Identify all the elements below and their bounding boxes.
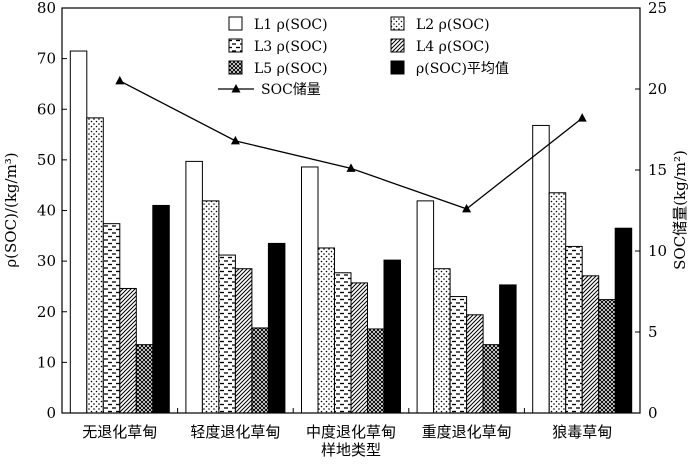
bar-2-3 [317, 247, 335, 414]
y-right-tick-label-5: 25 [648, 0, 667, 17]
y-right-tick-label-2: 10 [648, 242, 667, 260]
legend-swatch-1 [228, 16, 243, 31]
y-axis-title-left: ρ(SOC)/(kg/m³) [2, 152, 20, 267]
bar-5-2 [251, 327, 269, 414]
y-right-tick-label-0: 0 [648, 404, 658, 422]
x-axis-title: 样地类型 [321, 441, 381, 459]
category-label-2: 轻度退化草甸 [190, 423, 280, 441]
legend-label-2: L2 ρ(SOC) [416, 17, 490, 33]
y-right-tick-label-3: 15 [648, 161, 667, 179]
category-label-4: 重度退化草甸 [422, 423, 512, 441]
bar-1-2 [185, 160, 203, 414]
bar-1-4 [416, 200, 435, 414]
storage-marker-5 [577, 113, 587, 122]
bar-3-5 [565, 245, 583, 414]
y-left-tick-label-3: 30 [37, 252, 56, 270]
category-label-3: 中度退化草甸 [306, 423, 396, 441]
storage-marker-2 [230, 135, 240, 145]
storage-marker-3 [346, 163, 356, 172]
bar-4-5 [581, 275, 600, 414]
bar-6-3 [383, 259, 401, 414]
bar-4-2 [234, 268, 253, 414]
legend-swatch-4 [390, 38, 405, 53]
bar-1-1 [69, 50, 88, 414]
storage-marker-1 [115, 75, 125, 85]
legend-label-line: SOC储量 [261, 82, 321, 98]
bar-2-1 [86, 117, 104, 414]
bar-5-5 [598, 299, 616, 414]
bar-6-5 [614, 227, 633, 414]
legend-swatch-2 [390, 16, 405, 31]
bar-6-1 [152, 204, 170, 414]
legend-swatch-6 [390, 60, 405, 75]
bar-1-3 [301, 166, 319, 414]
bar-3-1 [102, 223, 121, 414]
y-left-tick-label-8: 80 [37, 0, 56, 17]
legend-label-1: L1 ρ(SOC) [254, 17, 328, 33]
axes: 无退化草甸 轻度退化草甸 中度退化草甸 重度退化草甸 狼毒草甸0102030405060… [37, 0, 667, 441]
category-label-1: 无退化草甸 [82, 423, 157, 441]
bar-5-3 [367, 328, 385, 414]
bar-marks [69, 50, 633, 414]
y-axis-title-right: SOC储量(kg/m²) [671, 150, 689, 270]
y-left-tick-label-5: 50 [37, 151, 56, 169]
category-label-5: 狼毒草甸 [552, 423, 612, 441]
y-right-tick-label-4: 20 [648, 80, 667, 98]
bar-3-3 [334, 272, 352, 414]
y-left-tick-label-6: 60 [37, 100, 56, 118]
legend: L1 ρ(SOC) L2 ρ(SOC) L3 ρ(SOC) L4 ρ(SOC) L5 ρ… [218, 16, 509, 98]
y-left-tick-label-7: 70 [37, 50, 56, 68]
y-left-tick-label-2: 20 [37, 303, 56, 321]
storage-line [115, 75, 587, 213]
bar-2-5 [548, 192, 567, 414]
bar-5-1 [135, 344, 154, 414]
legend-swatch-3 [228, 38, 243, 53]
storage-marker-4 [462, 203, 472, 213]
legend-label-6: ρ(SOC)平均值 [416, 61, 509, 77]
bar-4-3 [350, 282, 368, 414]
bar-4-4 [466, 314, 484, 414]
bar-6-2 [267, 242, 286, 414]
bar-3-2 [218, 254, 236, 414]
y-right-tick-label-1: 5 [648, 323, 658, 341]
y-left-tick-label-4: 40 [37, 202, 56, 220]
bar-1-5 [532, 124, 550, 414]
bar-2-2 [201, 200, 220, 414]
legend-label-3: L3 ρ(SOC) [254, 39, 328, 55]
y-left-tick-label-0: 0 [46, 404, 56, 422]
legend-label-5: L5 ρ(SOC) [254, 61, 328, 77]
legend-line-marker [231, 84, 241, 93]
legend-label-4: L4 ρ(SOC) [416, 39, 490, 55]
bar-3-4 [449, 296, 468, 414]
y-left-tick-label-1: 10 [37, 353, 56, 371]
bar-4-1 [119, 287, 137, 414]
bar-2-4 [433, 268, 451, 414]
legend-swatch-5 [228, 60, 243, 75]
bar-6-4 [499, 284, 517, 414]
bar-5-4 [482, 344, 501, 414]
